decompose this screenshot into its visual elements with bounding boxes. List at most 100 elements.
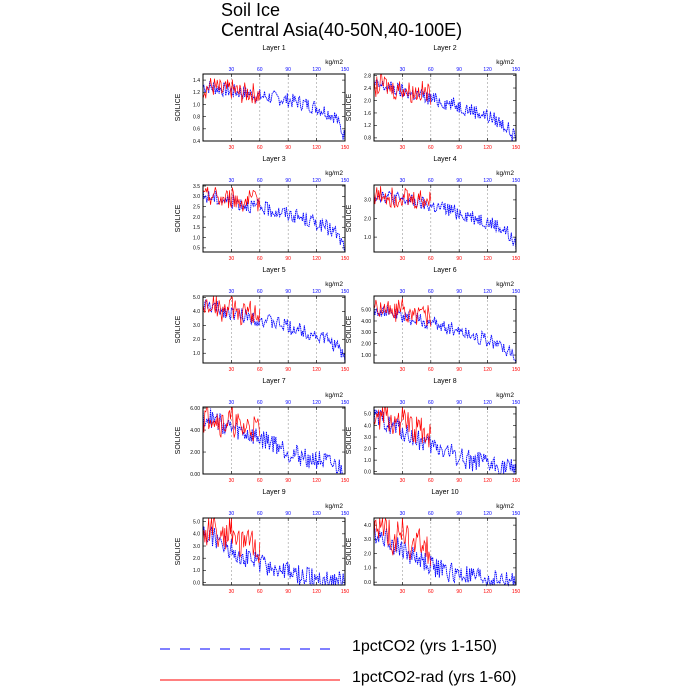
y-tick-label: 4.0 [364, 423, 371, 429]
y-tick-label: 2.0 [364, 98, 371, 104]
x-tick-label-top: 30 [400, 178, 406, 184]
x-tick-label-bottom: 60 [428, 145, 434, 151]
panel-title: Layer 3 [262, 156, 285, 163]
x-tick-label-top: 90 [285, 289, 291, 295]
x-tick-label-top: 90 [285, 67, 291, 73]
panel-7: Layer 7 kg/m2 SOILICE 30 30 60 60 90 90 120 120 150… [175, 378, 349, 484]
x-tick-label-top: 30 [229, 511, 235, 517]
y-tick-label: 1.0 [193, 235, 200, 241]
x-tick-label-bottom: 150 [341, 367, 350, 373]
y-axis-label: SOILICE [346, 537, 353, 565]
y-tick-label: 1.0 [364, 235, 371, 241]
y-tick-label: 3.0 [193, 323, 200, 329]
figure-subtitle: Central Asia(40-50N,40-100E) [221, 20, 463, 40]
legend-label-1pctco2: 1pctCO2 (yrs 1-150) [352, 638, 497, 655]
x-tick-label-bottom: 150 [512, 145, 521, 151]
units-label: kg/m2 [496, 503, 514, 510]
series-line-1pctco2-rad [202, 406, 261, 442]
x-tick-label-top: 90 [456, 289, 462, 295]
x-tick-label-bottom: 60 [428, 367, 434, 373]
x-tick-label-top: 60 [257, 511, 263, 517]
x-tick-label-bottom: 120 [483, 478, 492, 484]
series-line-1pctco2-rad [373, 298, 432, 327]
y-tick-label: 4.00 [190, 428, 200, 434]
panel-5: Layer 5 kg/m2 SOILICE 30 30 60 60 90 90 120 120 150… [175, 267, 349, 373]
x-tick-label-bottom: 30 [229, 145, 235, 151]
panel-title: Layer 7 [262, 378, 285, 385]
y-tick-label: 5.0 [364, 412, 371, 418]
x-tick-label-top: 90 [285, 511, 291, 517]
y-tick-label: 3.00 [361, 330, 371, 336]
x-tick-label-top: 90 [285, 178, 291, 184]
x-tick-label-bottom: 30 [400, 589, 406, 595]
x-tick-label-bottom: 90 [456, 367, 462, 373]
x-tick-label-bottom: 60 [257, 145, 263, 151]
y-tick-label: 1.0 [193, 568, 200, 574]
x-tick-label-bottom: 150 [512, 478, 521, 484]
x-tick-label-bottom: 90 [285, 145, 291, 151]
units-label: kg/m2 [496, 281, 514, 288]
plot-frame [202, 73, 346, 142]
y-tick-label: 3.0 [193, 544, 200, 550]
x-tick-label-bottom: 120 [312, 367, 321, 373]
panel-2: Layer 2 kg/m2 SOILICE 30 30 60 60 90 90 120 120 150… [346, 45, 520, 151]
x-tick-label-bottom: 150 [512, 256, 521, 262]
panel-9: Layer 9 kg/m2 SOILICE 30 30 60 60 90 90 120 120 150… [175, 489, 349, 595]
y-axis-label: SOILICE [175, 93, 182, 121]
x-tick-label-top: 60 [428, 178, 434, 184]
x-tick-label-top: 120 [483, 67, 492, 73]
x-tick-label-bottom: 120 [483, 589, 492, 595]
y-axis-label: SOILICE [175, 537, 182, 565]
series-line-1pctco2 [373, 409, 517, 475]
panel-title: Layer 4 [433, 156, 456, 163]
series-line-1pctco2 [202, 189, 346, 253]
x-tick-label-bottom: 30 [400, 256, 406, 262]
series-line-1pctco2-rad [373, 186, 432, 210]
plot-frame [373, 406, 517, 475]
x-tick-label-top: 30 [400, 511, 406, 517]
y-tick-label: 1.5 [193, 225, 200, 231]
x-tick-label-top: 30 [400, 67, 406, 73]
y-tick-label: 3.0 [364, 198, 371, 204]
x-tick-label-bottom: 30 [400, 478, 406, 484]
units-label: kg/m2 [325, 281, 343, 288]
x-tick-label-bottom: 90 [285, 478, 291, 484]
units-label: kg/m2 [325, 392, 343, 399]
y-axis-label: SOILICE [346, 426, 353, 454]
y-tick-label: 6.00 [190, 406, 200, 412]
legend-swatch-1pctco2 [160, 648, 340, 650]
x-tick-label-top: 150 [341, 289, 350, 295]
x-tick-label-bottom: 60 [257, 478, 263, 484]
x-tick-label-bottom: 150 [512, 589, 521, 595]
x-tick-label-bottom: 60 [428, 256, 434, 262]
y-tick-label: 2.00 [190, 450, 200, 456]
x-tick-label-top: 60 [257, 178, 263, 184]
y-axis-label: SOILICE [346, 204, 353, 232]
panel-6: Layer 6 kg/m2 SOILICE 30 30 60 60 90 90 120 120 150… [346, 267, 520, 373]
x-tick-label-bottom: 30 [400, 145, 406, 151]
panel-1: Layer 1 kg/m2 SOILICE 30 30 60 60 90 90 120 120 150… [175, 45, 349, 151]
y-tick-label: 2.0 [193, 337, 200, 343]
x-tick-label-bottom: 90 [456, 589, 462, 595]
y-tick-label: 2.4 [364, 86, 371, 92]
x-tick-label-top: 30 [229, 289, 235, 295]
x-tick-label-top: 90 [456, 67, 462, 73]
x-tick-label-top: 150 [512, 178, 521, 184]
x-tick-label-bottom: 60 [257, 589, 263, 595]
y-axis-label: SOILICE [175, 426, 182, 454]
y-tick-label: 1.00 [361, 353, 371, 359]
x-tick-label-top: 150 [341, 67, 350, 73]
y-tick-label: 0.0 [193, 580, 200, 586]
y-tick-label: 0.6 [193, 127, 200, 133]
units-label: kg/m2 [496, 59, 514, 66]
x-tick-label-top: 60 [428, 400, 434, 406]
x-tick-label-top: 120 [312, 178, 321, 184]
x-tick-label-bottom: 60 [257, 256, 263, 262]
x-tick-label-bottom: 120 [312, 478, 321, 484]
y-tick-label: 1.0 [193, 351, 200, 357]
series-line-1pctco2 [202, 299, 346, 364]
x-tick-label-bottom: 120 [312, 145, 321, 151]
y-tick-label: 5.0 [193, 295, 200, 301]
x-tick-label-top: 60 [428, 289, 434, 295]
x-tick-label-top: 120 [312, 67, 321, 73]
